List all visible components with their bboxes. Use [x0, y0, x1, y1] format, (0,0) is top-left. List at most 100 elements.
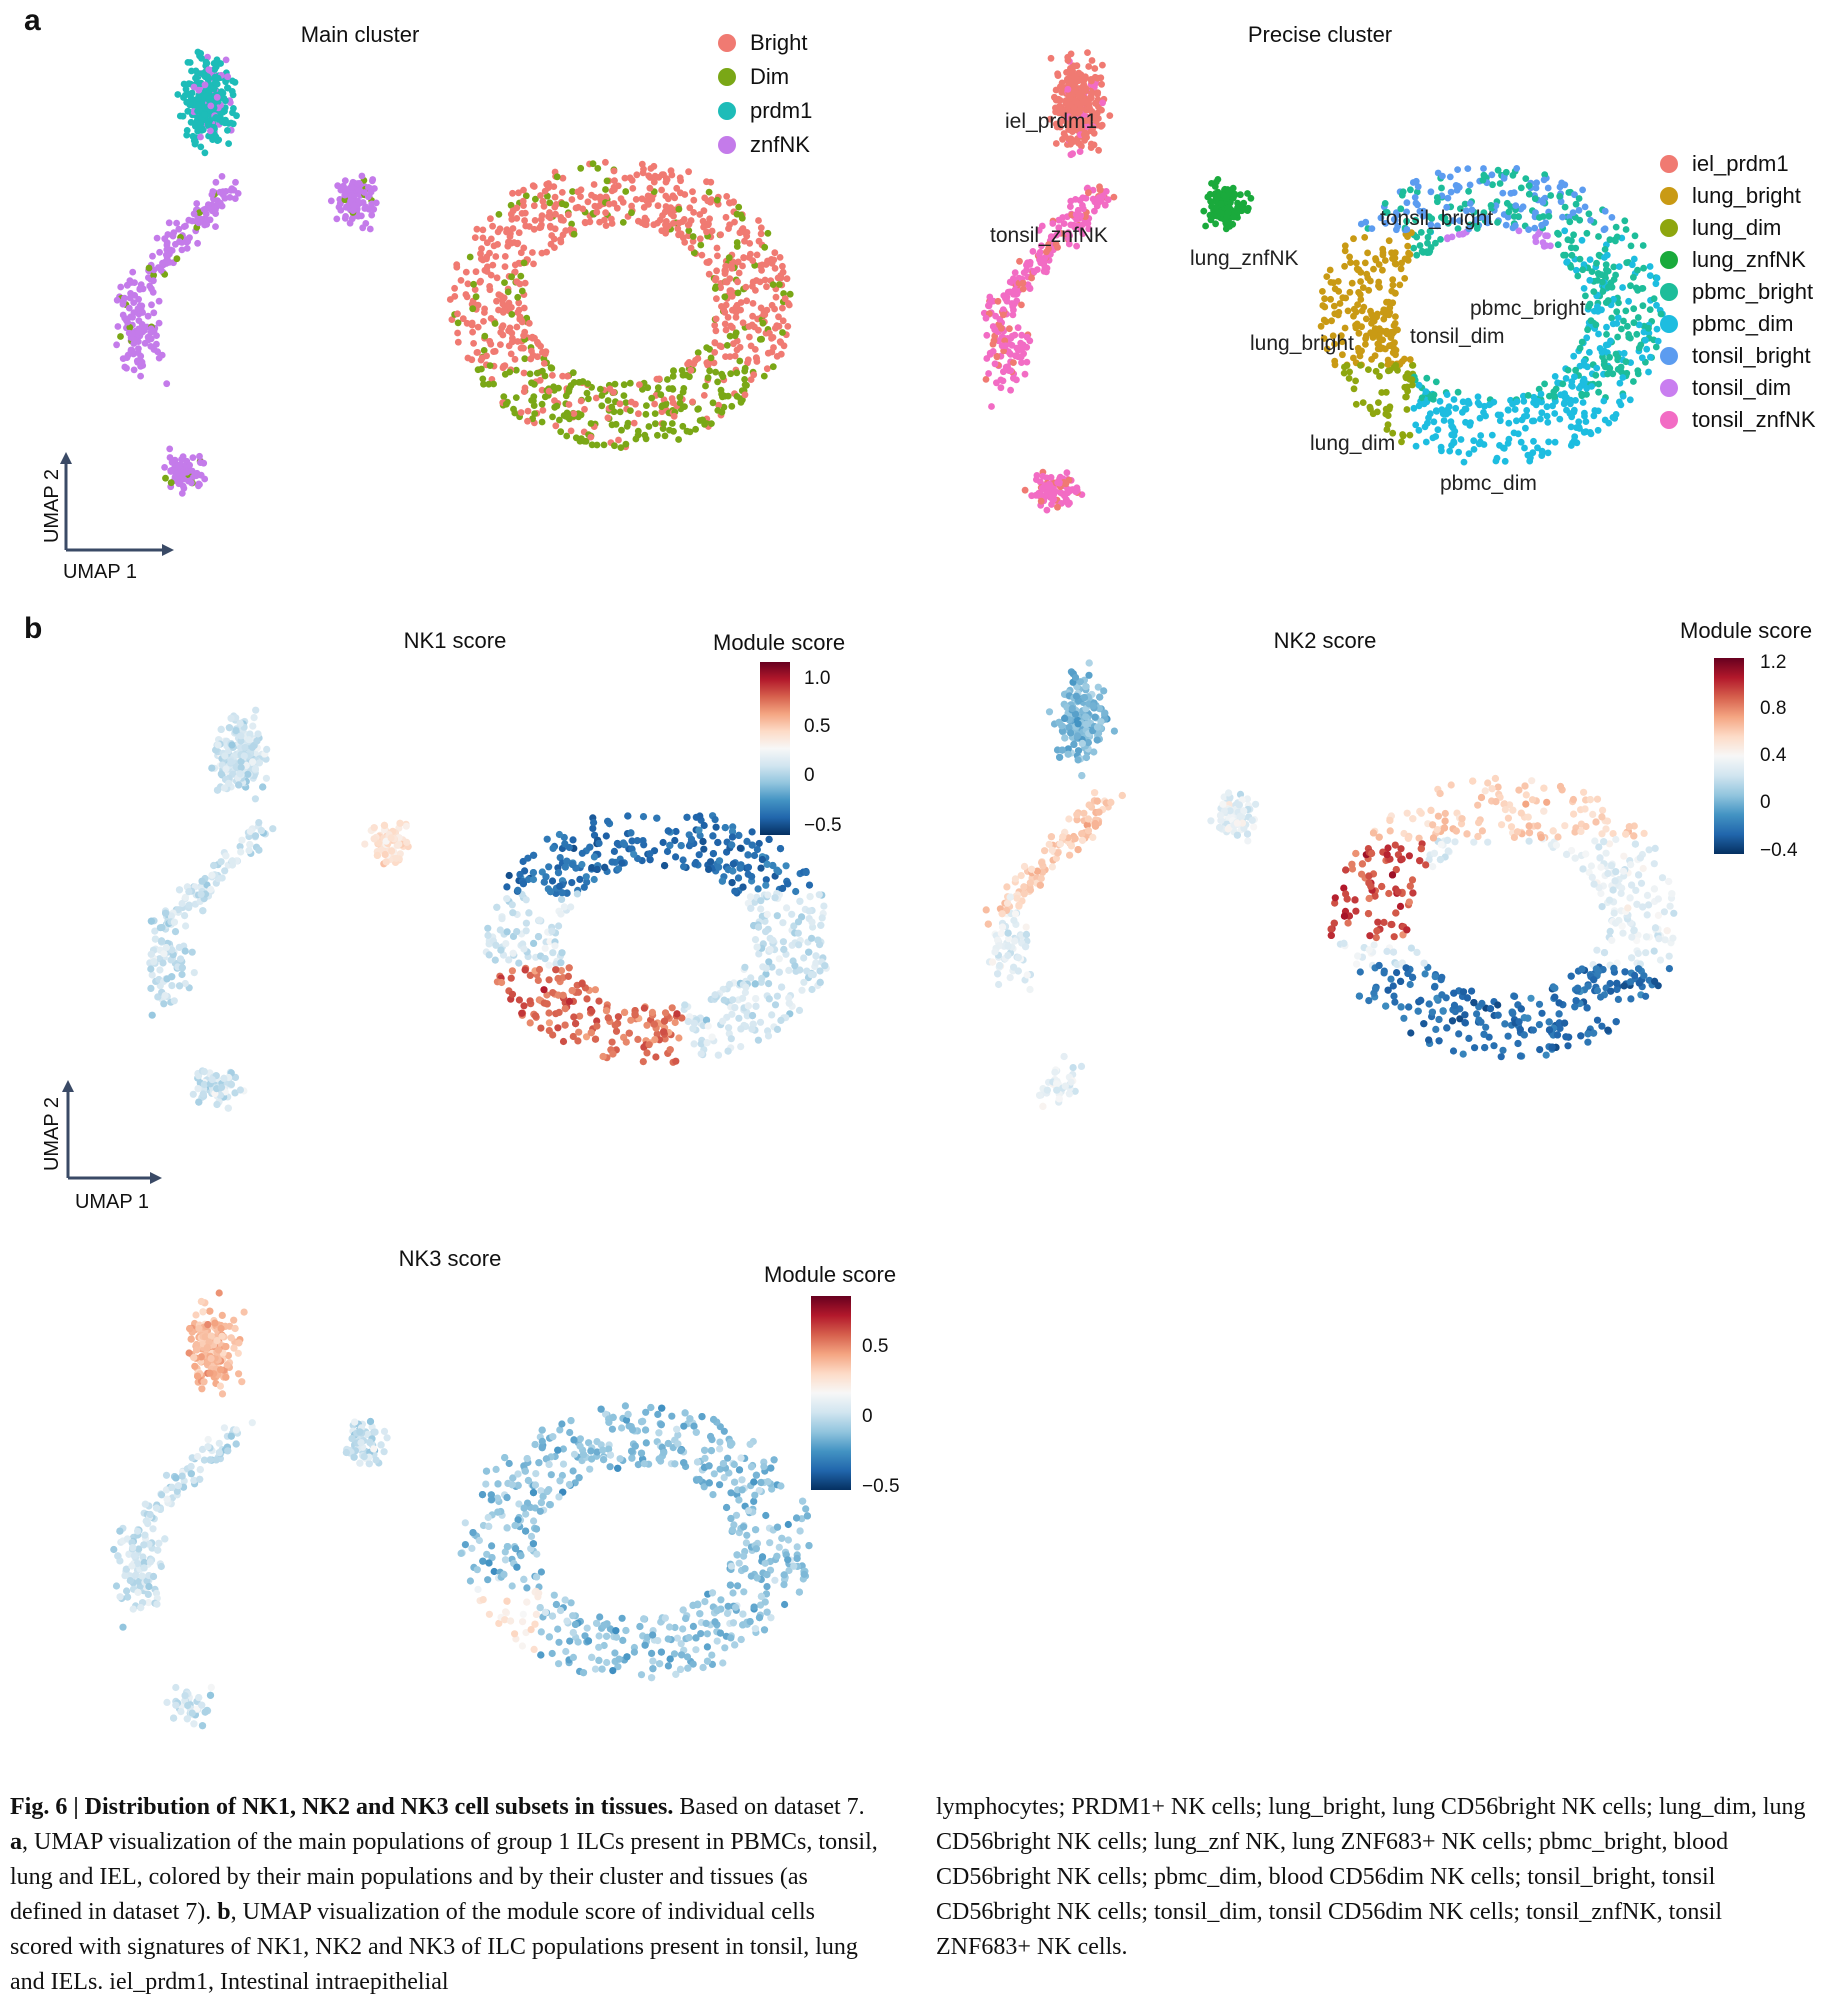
cell-point: [518, 287, 526, 295]
cell-point: [718, 343, 725, 351]
cell-point: [226, 194, 234, 201]
cell-point: [113, 341, 120, 349]
cell-point: [156, 248, 164, 256]
cell-point: [679, 422, 687, 430]
cell-point: [598, 402, 606, 410]
cell-point: [739, 319, 747, 327]
cell-point: [197, 143, 205, 151]
cell-point: [714, 252, 721, 260]
cell-point: [570, 379, 578, 386]
cell-point: [551, 193, 559, 201]
cell-point: [602, 222, 610, 230]
cell-point: [729, 324, 736, 331]
cell-point: [520, 369, 528, 377]
cell-point: [530, 260, 537, 268]
cell-point: [615, 436, 622, 444]
cell-point: [531, 410, 539, 417]
cell-point: [358, 172, 366, 180]
cell-point: [686, 204, 694, 212]
cell-point: [713, 295, 720, 303]
cell-point: [741, 376, 748, 383]
cell-point: [501, 279, 508, 286]
cell-point: [174, 91, 182, 98]
cell-point: [611, 442, 618, 450]
cell-point: [222, 116, 229, 124]
cell-point: [222, 56, 230, 64]
cell-point: [676, 393, 684, 401]
cell-point: [479, 234, 487, 242]
cell-point: [666, 426, 673, 434]
main-cluster-title: Main cluster: [300, 22, 420, 47]
cell-point: [129, 268, 137, 276]
cell-point: [728, 402, 736, 410]
cell-point: [481, 332, 489, 340]
cell-point: [698, 251, 706, 259]
cell-point: [173, 219, 181, 227]
cell-point: [563, 432, 571, 440]
cell-point: [470, 280, 477, 288]
cell-point: [786, 290, 794, 298]
cell-point: [155, 319, 163, 327]
cell-point: [480, 380, 487, 388]
cell-point: [232, 178, 239, 186]
cell-point: [620, 392, 628, 399]
cell-point: [495, 306, 502, 314]
cell-point: [474, 323, 482, 331]
cell-point: [651, 410, 659, 417]
cell-point: [733, 393, 741, 400]
cell-point: [673, 184, 681, 192]
cell-point: [734, 289, 742, 297]
cell-point: [654, 384, 662, 392]
cell-point: [664, 376, 671, 383]
cell-point: [759, 319, 767, 327]
cell-point: [689, 188, 696, 196]
cell-point: [658, 186, 665, 194]
cell-point: [485, 380, 493, 388]
cell-point: [769, 334, 777, 341]
cell-point: [585, 395, 592, 403]
cell-point: [642, 410, 650, 418]
cell-point: [201, 149, 209, 157]
cell-point: [497, 341, 504, 348]
cell-point: [500, 393, 508, 400]
cell-point: [179, 482, 187, 490]
cell-point: [654, 431, 661, 439]
cell-point: [760, 372, 768, 380]
cell-point: [724, 392, 732, 400]
cell-point: [537, 192, 544, 199]
cell-point: [457, 277, 465, 284]
cell-point: [640, 204, 648, 211]
cell-point: [559, 174, 567, 182]
cell-point: [743, 381, 750, 389]
cell-point: [117, 333, 124, 340]
cell-point: [757, 224, 765, 232]
cell-point: [592, 394, 600, 402]
cell-point: [515, 189, 522, 197]
cell-point: [479, 375, 487, 383]
cell-point: [150, 271, 158, 279]
cell-point: [685, 168, 692, 176]
cell-point: [521, 355, 529, 363]
cell-point: [621, 174, 629, 182]
cell-point: [491, 347, 499, 355]
cell-point: [705, 270, 713, 278]
cell-point: [633, 171, 641, 179]
cell-point: [732, 313, 740, 321]
cell-point: [130, 299, 138, 306]
cell-point: [616, 408, 624, 416]
cell-point: [178, 456, 185, 463]
cell-point: [478, 365, 485, 373]
umap-main-cluster: [113, 48, 794, 497]
cell-point: [611, 177, 618, 185]
cell-point: [509, 225, 517, 232]
cell-point: [675, 436, 682, 443]
cell-point: [741, 364, 749, 372]
cell-point: [771, 305, 778, 313]
cell-point: [608, 215, 615, 223]
cell-point: [657, 391, 665, 399]
cell-point: [650, 178, 658, 186]
cell-point: [489, 222, 496, 230]
cell-point: [602, 186, 609, 193]
cell-point: [628, 202, 635, 210]
cell-point: [532, 195, 539, 203]
